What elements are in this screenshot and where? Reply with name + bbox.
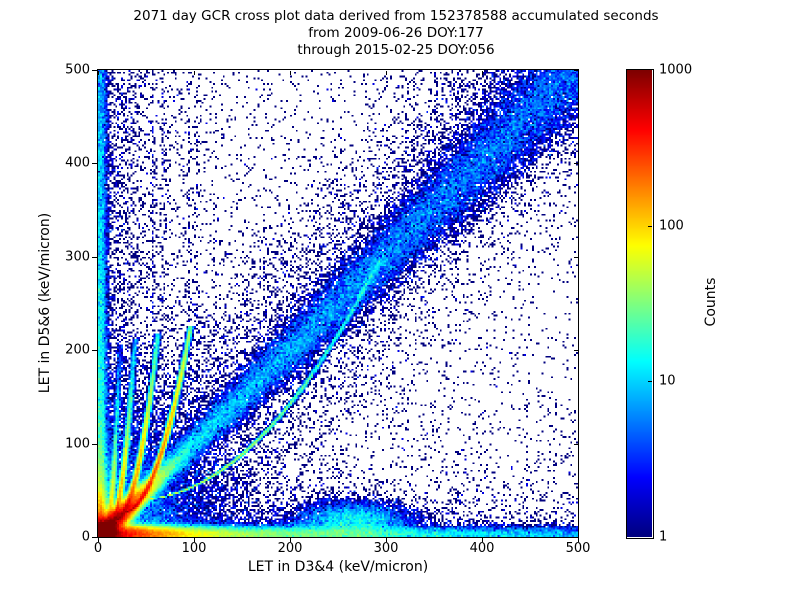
x-tick-label: 100: [181, 541, 207, 556]
x-tick-mark: [194, 537, 195, 542]
chart-title-line-3: through 2015-02-25 DOY:056: [297, 42, 495, 58]
colorbar-tick-label: 1: [659, 529, 668, 545]
y-tick-mark: [92, 70, 98, 71]
colorbar-tick-mark: [648, 225, 652, 227]
y-tick-label: 500: [65, 62, 90, 78]
y-tick-label: 0: [81, 529, 90, 545]
y-tick-mark-right: [574, 350, 578, 352]
x-tick-mark-top: [98, 71, 99, 75]
x-tick-label: 0: [93, 541, 103, 556]
x-tick-mark: [290, 537, 291, 542]
y-tick-mark: [92, 443, 98, 445]
x-tick-mark-top: [578, 71, 579, 75]
x-tick-label: 500: [565, 541, 591, 556]
y-tick-mark-right: [574, 537, 578, 538]
colorbar-tick-mark: [648, 381, 652, 383]
y-tick-label: 100: [65, 436, 90, 452]
y-tick-label: 200: [65, 342, 90, 358]
y-tick-mark-right: [574, 256, 578, 258]
gcr-crossplot-heatmap-canvas: [98, 70, 578, 537]
x-tick-label: 200: [277, 541, 303, 556]
chart-title: 2071 day GCR cross plot data derived fro…: [0, 8, 792, 59]
x-tick-mark: [578, 537, 579, 542]
y-tick-mark-right: [574, 163, 578, 165]
y-tick-mark: [92, 163, 98, 165]
x-tick-label: 300: [373, 541, 399, 556]
x-tick-mark: [98, 537, 99, 542]
x-tick-mark: [386, 537, 387, 542]
colorbar-tick-label: 1000: [659, 62, 693, 78]
y-tick-label: 400: [65, 155, 90, 171]
y-tick-mark-right: [574, 443, 578, 445]
colorbar-tick-label: 10: [659, 373, 676, 389]
x-axis-label: LET in D3&4 (keV/micron): [247, 559, 429, 575]
x-tick-mark-top: [386, 71, 387, 75]
x-tick-mark: [482, 537, 483, 542]
x-tick-label: 400: [469, 541, 495, 556]
y-axis-label-text: LET in D5&6 (keV/micron): [37, 212, 53, 394]
x-tick-mark-top: [482, 71, 483, 75]
colorbar-gradient-canvas: [627, 70, 652, 537]
chart-title-line-2: from 2009-06-26 DOY:177: [308, 25, 484, 41]
x-tick-mark-top: [290, 71, 291, 75]
y-tick-mark: [92, 256, 98, 258]
x-tick-mark-top: [194, 71, 195, 75]
chart-title-line-1: 2071 day GCR cross plot data derived fro…: [133, 8, 659, 24]
colorbar-tick-label: 100: [659, 218, 684, 234]
y-tick-label: 300: [65, 249, 90, 265]
y-tick-mark-right: [574, 70, 578, 71]
y-tick-mark: [92, 350, 98, 352]
y-tick-mark: [92, 537, 98, 538]
colorbar-label-text: Counts: [703, 277, 719, 327]
